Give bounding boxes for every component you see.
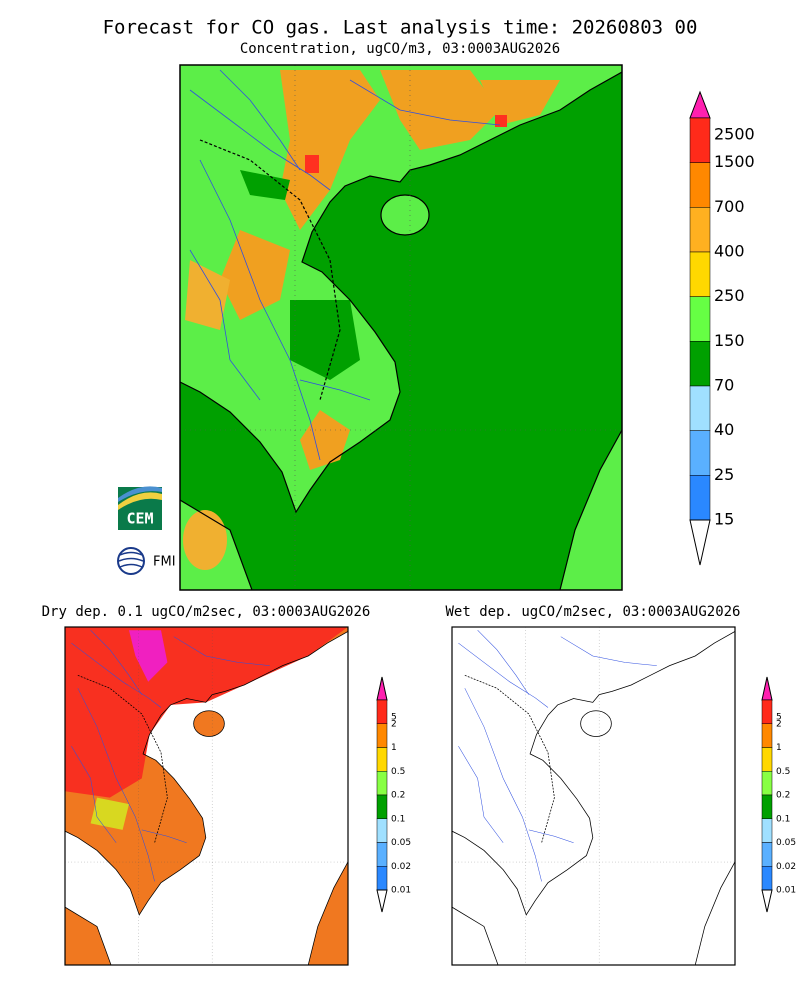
colorbar-label: 15 [714, 510, 734, 529]
colorbar-label: 400 [714, 242, 745, 261]
colorbar-band [376, 866, 388, 891]
map-frame [64, 626, 349, 966]
dry-deposition-map [65, 627, 348, 965]
colorbar-band [689, 251, 711, 297]
colorbar-band [689, 296, 711, 342]
fmi-logo: FMI [117, 547, 176, 575]
colorbar-band [761, 771, 773, 796]
colorbar-band [689, 341, 711, 387]
map-frame [451, 626, 736, 966]
cem-logo: CEM [118, 486, 162, 530]
map-frame [179, 64, 623, 591]
colorbar-band [689, 475, 711, 521]
colorbar-band [376, 723, 388, 748]
colorbar-band [689, 430, 711, 476]
colorbar-label: 40 [714, 420, 734, 439]
colorbar-band [761, 723, 773, 748]
colorbar-band [376, 842, 388, 867]
colorbar-band [689, 385, 711, 431]
colorbar-band [376, 747, 388, 772]
colorbar-label: 250 [714, 286, 745, 305]
colorbar-arrow [376, 889, 388, 913]
colorbar-label: 0.05 [776, 838, 796, 848]
colorbar-band [761, 866, 773, 891]
colorbar-label: 0.1 [776, 814, 790, 824]
colorbar-label: 0.2 [391, 791, 405, 801]
colorbar-band [376, 794, 388, 819]
colorbar-arrow [376, 676, 388, 701]
colorbar-label: 0.5 [391, 767, 405, 777]
colorbar-band [376, 818, 388, 843]
colorbar-label: 700 [714, 197, 745, 216]
concentration-map [180, 65, 622, 590]
colorbar-label: 0.5 [776, 767, 790, 777]
colorbar-label: 5 [776, 713, 782, 723]
colorbar-label: 0.1 [391, 814, 405, 824]
colorbar-label: 25 [714, 465, 734, 484]
colorbar-arrow [761, 676, 773, 701]
map-subtitle: Concentration, ugCO/m3, 03:0003AUG2026 [240, 41, 560, 57]
colorbar-label: 2500 [714, 125, 755, 144]
colorbar-band [689, 207, 711, 253]
colorbar-label: 0.2 [776, 791, 790, 801]
colorbar-label: 5 [391, 713, 397, 723]
colorbar-label: 0.05 [391, 838, 411, 848]
colorbar-label: 1500 [714, 152, 755, 171]
wet-deposition-map [452, 627, 735, 965]
colorbar-arrow [689, 519, 711, 566]
colorbar-label: 0.02 [391, 862, 411, 872]
colorbar-label: 150 [714, 331, 745, 350]
colorbar-band [761, 818, 773, 843]
map-subtitle: Dry dep. 0.1 ugCO/m2sec, 03:0003AUG2026 [42, 604, 371, 620]
colorbar-band [761, 699, 773, 724]
colorbar-label: 2 [391, 719, 397, 729]
colorbar-band [376, 699, 388, 724]
colorbar-label: 0.01 [776, 886, 796, 896]
colorbar-label: 0.01 [391, 886, 411, 896]
colorbar-band [689, 117, 711, 163]
page-title: Forecast for CO gas. Last analysis time:… [103, 17, 698, 39]
map-subtitle: Wet dep. ugCO/m2sec, 03:0003AUG2026 [445, 604, 740, 620]
colorbar-label: 1 [391, 743, 397, 753]
colorbar-band [761, 842, 773, 867]
colorbar-band [761, 794, 773, 819]
colorbar-band [376, 771, 388, 796]
colorbar-label: 1 [776, 743, 782, 753]
cem-logo-text: CEM [126, 510, 153, 528]
fmi-logo-text: FMI [153, 555, 176, 570]
colorbar-arrow [689, 90, 711, 119]
colorbar-arrow [761, 889, 773, 913]
colorbar-label: 2 [776, 719, 782, 729]
colorbar-label: 70 [714, 376, 734, 395]
colorbar-label: 0.02 [776, 862, 796, 872]
colorbar-band [761, 747, 773, 772]
colorbar-band [689, 162, 711, 208]
